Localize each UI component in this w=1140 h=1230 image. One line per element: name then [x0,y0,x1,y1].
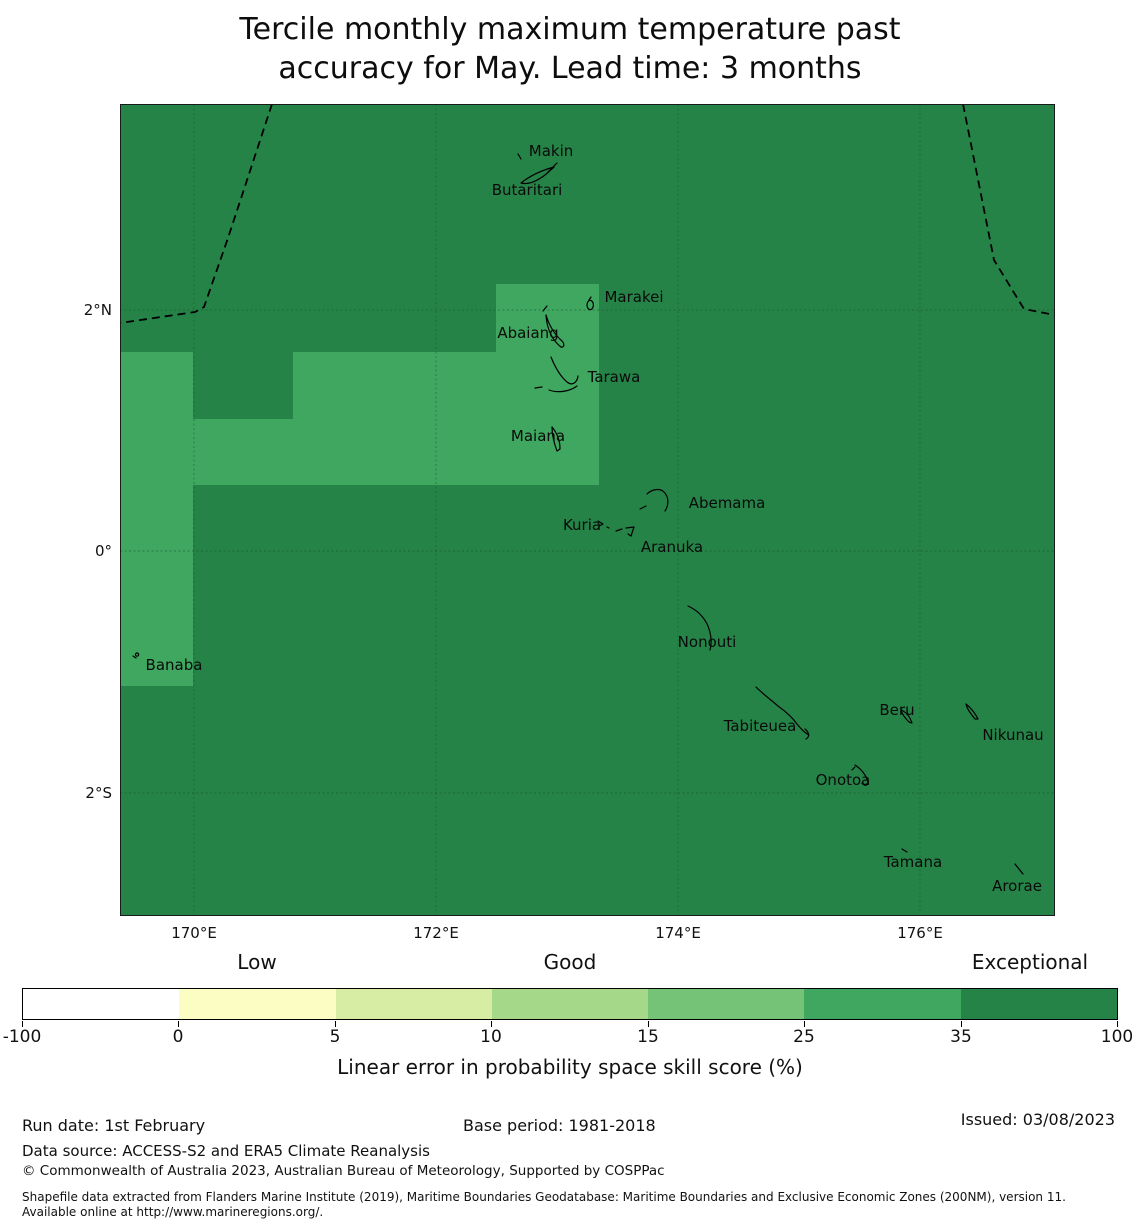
tamana-island-shape [901,848,908,853]
island-label-marakei: Marakei [604,288,663,306]
colorbar-segment-3 [491,989,649,1019]
abemama-island-shape [639,488,669,512]
marakei-island-shape [586,296,594,311]
colorbar-category-good: Good [543,950,597,974]
skill-patch-maiana-row [193,419,599,485]
colorbar-tickmark [804,1021,805,1027]
colorbar-tick--100: -100 [2,1027,42,1047]
arorae-island-shape [1014,863,1024,875]
colorbar-tick-15: 15 [637,1027,659,1047]
colorbar-tickmark [1117,1021,1118,1027]
colorbar-tick-5: 5 [329,1027,341,1047]
base-period-text: Base period: 1981-2018 [463,1116,656,1135]
maiana-island-shape [551,426,561,452]
onotoa-island-shape [851,764,869,786]
xtick-170e: 170°E [171,924,217,942]
colorbar-segment-4 [648,989,805,1019]
colorbar-segment-5 [804,989,961,1019]
colorbar-segment-6 [960,989,1117,1019]
island-label-kuria: Kuria [563,516,601,534]
colorbar-tickmark [178,1021,179,1027]
xtick-176e: 176°E [897,924,943,942]
skill-patch-tarawa-row [293,352,599,419]
makin-island-shape [517,153,522,160]
xtick-174e: 174°E [655,924,701,942]
butaritari-island-shape [520,162,558,185]
copyright-text: © Commonwealth of Australia 2023, Austra… [22,1163,665,1179]
island-label-arorae: Arorae [992,877,1042,895]
island-label-maiana: Maiana [511,427,565,445]
aranuka-island-shape [615,526,635,537]
colorbar-tick-100: 100 [1100,1027,1134,1047]
colorbar-tickmark [335,1021,336,1027]
nonouti-island-shape [687,605,712,651]
island-label-abemama: Abemama [689,494,766,512]
xtick-172e: 172°E [413,924,459,942]
island-shapes [132,153,1024,875]
colorbar [22,988,1118,1020]
colorbar-segment-0 [23,989,180,1019]
beru-island-shape [900,709,913,724]
banaba-island-shape [132,652,140,659]
ytick-0: 0° [94,542,112,560]
kuria-island-shape [597,520,610,529]
tarawa-island-shape [534,356,579,393]
island-label-beru: Beru [879,701,914,719]
island-label-tarawa: Tarawa [587,368,641,386]
eez-boundary-east [962,104,1055,316]
island-labels: Makin Butaritari Marakei Abaiang Tarawa … [146,142,1044,895]
colorbar-tick-10: 10 [480,1027,502,1047]
island-label-banaba: Banaba [146,656,203,674]
nikunau-island-shape [965,703,979,720]
colorbar-axis-label: Linear error in probability space skill … [337,1055,803,1079]
map-border [120,104,1055,916]
island-label-onotoa: Onotoa [816,771,871,789]
island-label-nonouti: Nonouti [678,633,737,651]
data-source-text: Data source: ACCESS-S2 and ERA5 Climate … [22,1142,430,1160]
colorbar-tickmark [648,1021,649,1027]
island-label-abaiang: Abaiang [497,324,558,342]
island-label-tamana: Tamana [883,853,942,871]
abaiang-island-shape [542,305,565,348]
figure-title-line2: accuracy for May. Lead time: 3 months [278,51,862,86]
colorbar-segment-1 [179,989,336,1019]
colorbar-tickmark [22,1021,23,1027]
colorbar-tick-35: 35 [950,1027,972,1047]
skill-patch-banaba-column [120,352,193,686]
colorbar-tickmark [491,1021,492,1027]
colorbar-tick-0: 0 [172,1027,184,1047]
colorbar-category-exceptional: Exceptional [971,950,1089,974]
colorbar-segment-2 [335,989,492,1019]
map-panel: Makin Butaritari Marakei Abaiang Tarawa … [120,104,1055,916]
ytick-2s: 2°S [85,784,112,802]
tabiteuea-island-shape [755,686,810,740]
shapefile-note-text: Shapefile data extracted from Flanders M… [22,1190,1066,1219]
island-label-tabiteuea: Tabiteuea [723,717,797,735]
colorbar-category-low: Low [237,950,277,974]
skill-region-good-patches [120,284,599,686]
skill-region-exceptional-background [120,104,1055,916]
figure-title-line1: Tercile monthly maximum temperature past [239,12,901,47]
run-date-text: Run date: 1st February [22,1116,206,1135]
island-label-aranuka: Aranuka [641,538,703,556]
ytick-2n: 2°N [83,301,112,319]
eez-boundaries [120,104,1055,324]
island-label-butaritari: Butaritari [492,181,563,199]
issued-date-text: Issued: 03/08/2023 [960,1110,1115,1129]
eez-boundary-west [120,104,273,324]
island-label-nikunau: Nikunau [982,726,1043,744]
island-label-makin: Makin [529,142,574,160]
graticule-gridlines [120,104,1055,916]
colorbar-tick-25: 25 [793,1027,815,1047]
colorbar-tickmark [961,1021,962,1027]
